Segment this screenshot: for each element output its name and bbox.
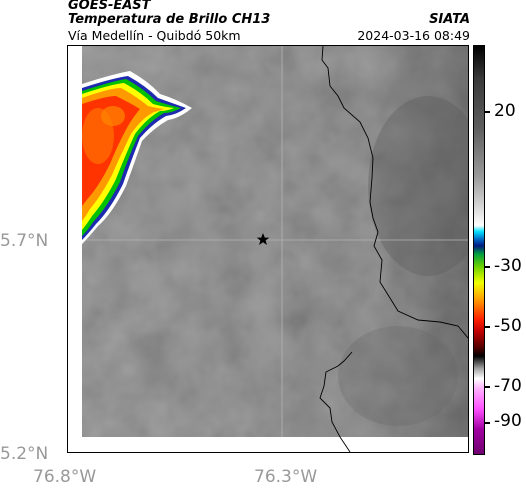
product-title: Temperatura de Brillo CH13 [68, 12, 271, 27]
colorbar-label-minus-50: -50 [494, 316, 522, 336]
colorbar [473, 45, 485, 455]
map-canvas [68, 46, 468, 452]
colorbar-label-minus-30: -30 [494, 256, 522, 276]
department-boundaries [319, 46, 468, 452]
colorbar-tick [485, 422, 490, 424]
reference-star-icon [256, 233, 270, 245]
lat-label-5-7: 5.7°N [0, 231, 49, 251]
satellite-name: GOES-EAST [68, 0, 151, 13]
colorbar-label-minus-70: -70 [494, 376, 522, 396]
colorbar-label-minus-90: -90 [494, 411, 522, 431]
colorbar-tick [485, 326, 490, 328]
route-subtitle: Vía Medellín - Quibdó 50km [68, 28, 241, 43]
cold-cloud-region [82, 71, 192, 244]
colorbar-tick [485, 266, 490, 268]
satellite-map[interactable] [67, 45, 469, 453]
colorbar-label-20: 20 [494, 101, 516, 121]
lat-label-5-2: 5.2°N [0, 444, 49, 464]
lon-label-76-3: 76.3°W [254, 467, 318, 487]
source-label: SIATA [429, 12, 470, 27]
timestamp: 2024-03-16 08:49 [357, 28, 470, 43]
colorbar-tick [485, 111, 490, 113]
colorbar-tick [485, 386, 490, 388]
lon-label-76-8: 76.8°W [33, 467, 97, 487]
